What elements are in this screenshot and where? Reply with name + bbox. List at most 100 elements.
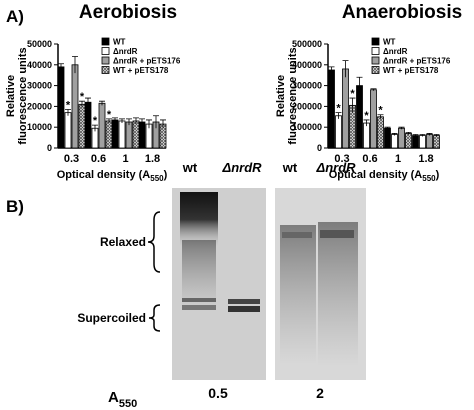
error-bar	[133, 117, 139, 125]
gel	[147, 188, 366, 380]
legend-label: ΔnrdR	[113, 47, 138, 56]
gel-band	[182, 305, 216, 310]
lane-label: ΔnrdR	[221, 160, 262, 175]
legend-label: ΔnrdR	[383, 47, 408, 56]
gel-smear	[180, 192, 218, 247]
brace	[148, 304, 161, 332]
legend-swatch	[101, 37, 110, 46]
y-axis-label-line: Relative	[275, 75, 287, 117]
bar	[328, 69, 335, 149]
legend-label: WT + pETS178	[113, 66, 169, 75]
y-tick-label: 0	[47, 143, 52, 153]
x-axis-label: Optical density (A550)	[57, 169, 168, 183]
legend-swatch	[371, 47, 380, 55]
bar	[71, 64, 79, 149]
y-tick-label: 0	[317, 143, 322, 153]
chart-title: Anaerobiosis	[342, 2, 462, 23]
legend-label: WT + pETS178	[383, 66, 439, 75]
error-bar	[349, 97, 356, 113]
significance-marker: *	[107, 109, 112, 121]
bar	[125, 121, 133, 149]
y-tick-label: 300000	[292, 81, 322, 91]
bar	[356, 85, 363, 149]
x-axis-label-text: Optical density (A	[329, 169, 423, 181]
gel-band	[182, 298, 216, 302]
gel-band	[228, 299, 260, 304]
od-label-sub: 550	[119, 398, 137, 410]
error-bar	[79, 100, 85, 108]
bar	[419, 135, 426, 149]
x-tick-label: 0.3	[64, 153, 79, 165]
bar	[377, 116, 384, 149]
error-bar	[139, 118, 145, 126]
bar	[84, 101, 92, 149]
form-label: Relaxed	[100, 235, 146, 249]
legend-label: ΔnrdR + pETS176	[383, 57, 451, 66]
error-bar	[342, 60, 349, 78]
bar	[138, 121, 146, 149]
y-axis-label: Relativefluorescence units	[275, 47, 299, 144]
significance-marker: *	[378, 105, 383, 117]
x-tick-label: 0.6	[91, 153, 106, 165]
legend-swatch	[101, 56, 110, 65]
legend-swatch	[371, 37, 380, 46]
error-bar	[335, 112, 342, 119]
od-value: 0.5	[208, 385, 228, 401]
y-tick-label: 40000	[27, 60, 52, 70]
legend-swatch	[371, 66, 380, 74]
y-tick-label: 100000	[292, 122, 322, 132]
legend-label: WT	[383, 38, 396, 47]
error-bar	[85, 97, 91, 107]
bar	[370, 89, 377, 149]
bar	[405, 133, 412, 149]
y-tick-label: 200000	[292, 101, 322, 111]
y-tick-label: 20000	[27, 101, 52, 111]
x-tick-label: 0.3	[334, 153, 349, 165]
bar	[433, 135, 440, 149]
x-axis-label-sub: 550	[422, 174, 436, 183]
bar	[426, 134, 433, 149]
x-tick-label: 1.8	[145, 153, 160, 165]
significance-marker: *	[336, 103, 341, 115]
error-bar	[153, 115, 159, 129]
od-label-text: A	[108, 389, 119, 406]
error-bar	[106, 118, 112, 124]
bar	[111, 119, 119, 149]
gel-smear	[318, 222, 358, 367]
error-bar	[426, 133, 433, 136]
bar	[132, 120, 140, 149]
error-bar	[65, 109, 71, 116]
bar	[78, 103, 86, 149]
error-bar	[328, 66, 335, 74]
gel-band	[228, 306, 260, 312]
legend-swatch	[371, 56, 380, 65]
error-bar	[398, 126, 405, 130]
error-bar	[126, 118, 132, 126]
error-bar	[419, 134, 426, 137]
significance-marker: *	[80, 91, 85, 103]
bar	[412, 135, 419, 149]
bar	[98, 102, 106, 149]
legend-label: WT	[113, 38, 126, 47]
gel-smear	[280, 225, 316, 365]
bar	[118, 120, 126, 149]
x-tick-label: 1	[122, 153, 128, 165]
lane-label: ΔnrdR	[315, 160, 356, 175]
bar	[64, 112, 72, 149]
error-bar	[391, 133, 398, 136]
form-label: Supercoiled	[77, 311, 146, 325]
brace	[147, 211, 161, 273]
error-bar	[160, 119, 166, 129]
y-axis-label: Relativefluorescence units	[5, 47, 29, 144]
y-axis-label-line: fluorescence units	[17, 47, 29, 144]
bar	[57, 66, 65, 149]
bar	[335, 115, 342, 149]
x-axis-label-text: Optical density (A	[57, 169, 151, 181]
significance-marker: *	[93, 115, 98, 127]
error-bar	[146, 119, 152, 129]
error-bar	[405, 132, 412, 135]
lane-label: wt	[282, 160, 298, 175]
bar	[363, 122, 370, 149]
x-tick-label: 0.6	[362, 153, 377, 165]
